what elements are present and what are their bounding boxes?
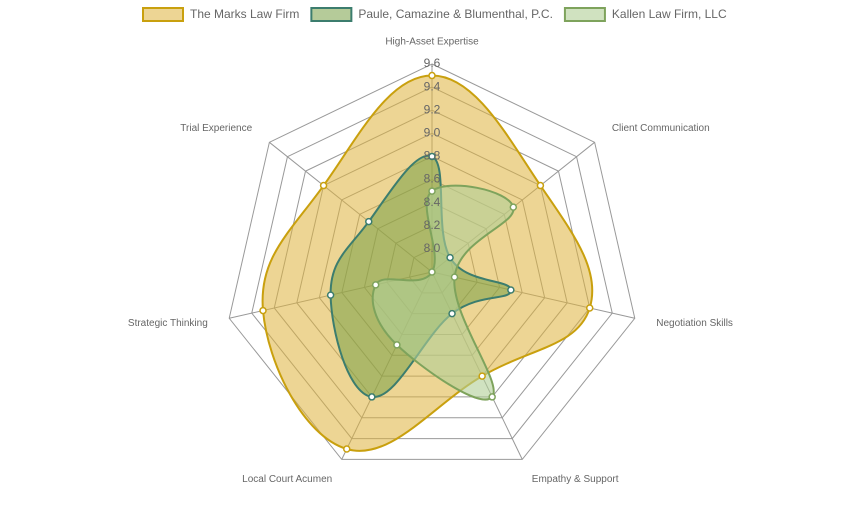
data-point <box>428 71 436 80</box>
data-point <box>509 203 518 211</box>
data-point <box>585 304 594 312</box>
series-area <box>371 184 515 401</box>
tick-label: 8.8 <box>424 149 441 163</box>
tick-label: 8.4 <box>424 195 441 209</box>
legend-label: The Marks Law Firm <box>190 7 299 21</box>
data-point <box>478 372 486 380</box>
data-point <box>393 341 401 349</box>
tick-label: 9.0 <box>424 126 441 140</box>
tick-label: 9.6 <box>424 56 441 70</box>
legend-swatch <box>142 7 184 22</box>
data-point <box>428 268 436 276</box>
data-point <box>428 187 436 195</box>
tick-label: 9.2 <box>424 102 441 116</box>
data-point <box>368 393 376 401</box>
data-point <box>319 181 328 190</box>
grid-ring <box>273 109 591 419</box>
legend-swatch <box>563 7 606 22</box>
legend-swatch <box>310 7 353 22</box>
grid-ring <box>251 86 613 440</box>
legend-label: Kallen Law Firm, LLC <box>612 7 727 21</box>
data-point <box>448 309 456 318</box>
axis-label: Trial Experience <box>180 123 252 134</box>
data-point <box>536 181 545 190</box>
data-point <box>450 273 459 281</box>
data-point <box>428 152 436 161</box>
axis-label: Local Court Acumen <box>242 474 332 485</box>
data-point <box>488 393 496 401</box>
tick-label: 8.2 <box>424 218 441 232</box>
axis-label: Client Communication <box>612 123 710 134</box>
legend-label: Paule, Camazine & Blumenthal, P.C. <box>358 7 553 21</box>
legend: The Marks Law Firm Paule, Camazine & Blum… <box>142 7 727 22</box>
grid-ring <box>228 63 636 460</box>
data-point <box>371 281 380 289</box>
data-point <box>343 445 351 453</box>
axis-label: High-Asset Expertise <box>385 37 479 48</box>
axis-label: Empathy & Support <box>532 474 619 485</box>
tick-label: 8.6 <box>424 172 441 186</box>
axis-label: Negotiation Skills <box>656 318 733 329</box>
data-point <box>365 217 373 226</box>
axis-label: Strategic Thinking <box>128 318 208 329</box>
tick-label: 9.4 <box>424 79 441 93</box>
data-point <box>507 286 515 294</box>
data-point <box>259 306 267 315</box>
data-point <box>446 253 454 262</box>
data-point <box>326 291 335 299</box>
tick-label: 8.0 <box>424 241 441 255</box>
